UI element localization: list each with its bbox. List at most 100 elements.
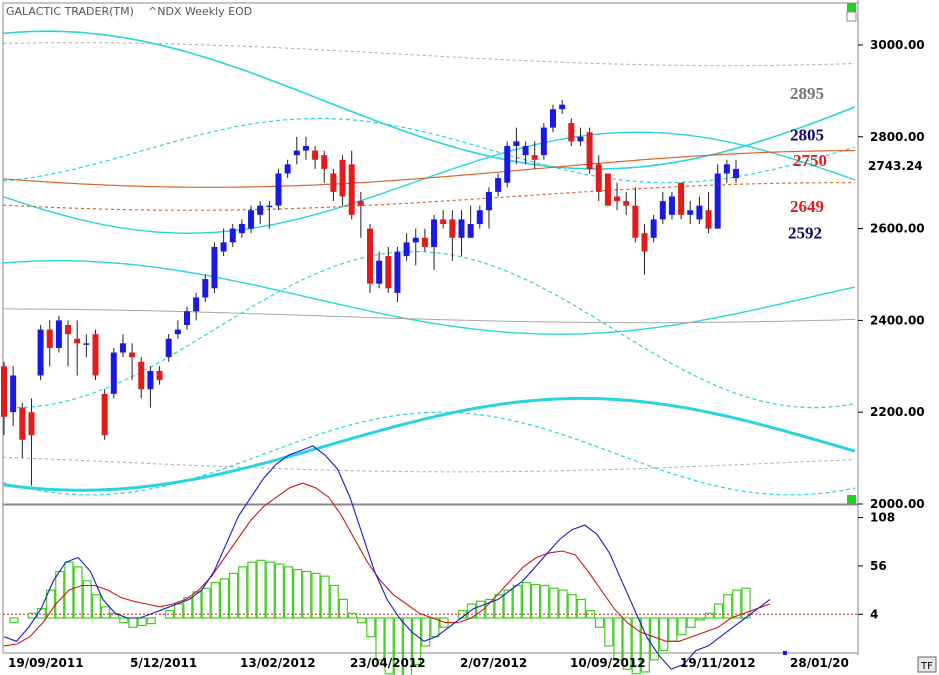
candle-down (367, 228, 373, 284)
signal-line (3, 482, 771, 647)
macd-histogram-bar (320, 575, 330, 619)
macd-histogram-bar (73, 566, 83, 619)
chart-title: ^NDX Weekly EOD (148, 5, 252, 18)
macd-histogram-bar (677, 617, 687, 636)
orange-wave (2, 150, 855, 188)
macd-histogram-bar (146, 617, 156, 625)
macd-histogram-bar (402, 617, 413, 675)
cyan-dash-mid (2, 251, 856, 409)
macd-histogram-bar (631, 617, 641, 675)
candle-up (302, 145, 309, 151)
green-marker-bottom[interactable] (847, 495, 856, 504)
macd-histogram-bar (229, 572, 239, 619)
macd-histogram-bar (521, 582, 532, 619)
candle-down (595, 164, 602, 192)
candle-down (531, 155, 538, 160)
macd-histogram-bar (695, 617, 705, 621)
macd-histogram-bar (476, 600, 486, 619)
candle-up (211, 246, 218, 289)
candle-up (540, 127, 547, 156)
cyan-dash-lower (2, 411, 856, 496)
candle-down (138, 361, 145, 390)
candle-down (357, 201, 364, 206)
macd-histogram-bar (640, 617, 650, 673)
last-price-label: 2743.24 (868, 159, 923, 173)
candle-down (623, 201, 630, 206)
macd-tick-label: 56 (870, 559, 887, 573)
price-axis: 2000.00 2200.00 2400.00 2600.00 2800.00 3000.… (858, 38, 925, 511)
level-labels: 2895 2805 2750 2649 2592 (788, 84, 827, 242)
candle-down (156, 370, 163, 381)
date-tick-label: 5/12/2011 (130, 656, 197, 670)
candle-down (678, 182, 685, 215)
candle-up (458, 219, 465, 238)
macd-histogram-bar (723, 594, 733, 619)
macd-axis: 108 56 4 (858, 511, 895, 621)
macd-histogram-bar (302, 570, 312, 619)
tf-button-label: TF (920, 661, 933, 672)
candle-up (467, 224, 474, 238)
price-panel (2, 2, 859, 505)
gray-dash-wave-low (2, 456, 856, 473)
macd-histogram-bar (393, 617, 403, 675)
candles (1, 100, 739, 486)
macd-histogram-bar (613, 617, 623, 661)
candle-down (440, 219, 447, 225)
candle-up (147, 370, 154, 390)
candle-down (705, 210, 712, 229)
macd-histogram-bar (540, 584, 550, 619)
macd-histogram-bar (347, 612, 358, 619)
candle-up (83, 343, 90, 345)
macd-histogram-bar (265, 561, 275, 619)
date-tick-label: 23/04/2012 (350, 656, 426, 670)
candle-up (687, 210, 694, 215)
macd-histogram-bar (659, 617, 669, 652)
macd-histogram-bar (713, 603, 724, 619)
candle-up (193, 297, 200, 312)
candle-up (55, 320, 62, 348)
macd-histogram-bar (732, 589, 742, 619)
macd-histogram-bar (622, 617, 632, 670)
macd-histogram-bar (174, 603, 184, 619)
scroll-box-top[interactable] (846, 11, 857, 22)
candle-up (412, 237, 419, 243)
macd-histogram-bar (530, 583, 541, 619)
macd-histogram-bar (576, 598, 586, 619)
candle-up (257, 205, 264, 215)
macd-histogram-bar (274, 563, 284, 619)
candle-up (696, 205, 703, 220)
date-tick-label: 13/02/2012 (240, 656, 316, 670)
candle-down (348, 164, 355, 215)
macd-histogram-bar (604, 617, 614, 647)
macd-histogram-bar (238, 566, 248, 619)
candle-up (522, 145, 529, 156)
macd-histogram-bar (91, 594, 101, 619)
candle-down (330, 173, 337, 192)
candle-down (632, 205, 639, 238)
macd-histogram-bar (283, 566, 294, 619)
candle-down (321, 155, 328, 169)
macd-histogram-bar (567, 594, 577, 619)
green-marker-top[interactable] (847, 3, 856, 12)
macd-histogram-bar (357, 617, 367, 624)
candle-up (394, 251, 401, 293)
candle-down (1, 366, 7, 417)
candle-up (733, 168, 739, 179)
candle-up (165, 338, 172, 358)
candle-up (275, 173, 282, 206)
candle-up (714, 173, 721, 229)
tf-button[interactable] (917, 656, 937, 673)
macd-histogram-bar (100, 606, 111, 619)
candle-down (385, 256, 392, 289)
candle-up (577, 136, 584, 142)
macd-histogram-bar (119, 617, 129, 624)
candle-up (650, 219, 657, 238)
candle-up (476, 210, 483, 225)
candle-up (559, 104, 566, 110)
candle-up (119, 343, 126, 353)
macd-histogram-bar (82, 580, 92, 619)
orange-dash-wave (2, 182, 855, 211)
macd-histogram-bar (256, 559, 266, 619)
